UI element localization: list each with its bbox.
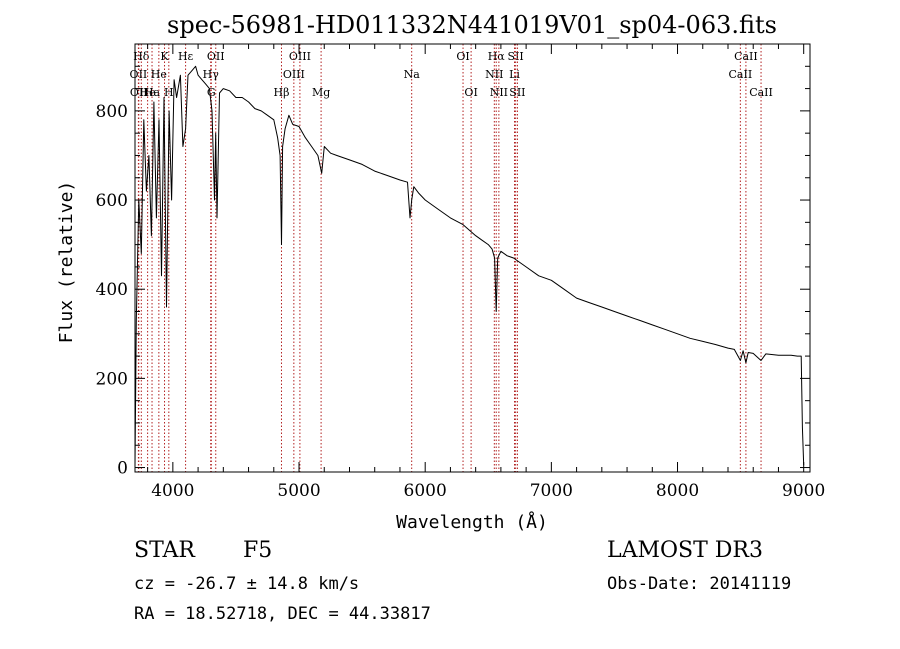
x-tick-label-1: 5000 bbox=[277, 481, 320, 501]
spectral-subclass: F5 bbox=[243, 538, 273, 563]
line-label-15: Mg bbox=[312, 86, 330, 99]
line-label-20: NII bbox=[485, 68, 503, 81]
line-label-6: He bbox=[151, 68, 167, 81]
line-label-9: OII bbox=[207, 50, 225, 63]
y-tick-label-1: 200 bbox=[96, 369, 128, 389]
y-axis-label: Flux (relative) bbox=[56, 181, 77, 344]
coordinates: RA = 18.52718, DEC = 44.33817 bbox=[134, 604, 431, 624]
redshift-cz: cz = -26.7 ± 14.8 km/s bbox=[134, 574, 360, 594]
spectrum-series bbox=[134, 65, 805, 466]
line-label-0: Hδ bbox=[133, 50, 150, 63]
x-tick-label-5: 9000 bbox=[782, 481, 825, 501]
line-label-27: CaII bbox=[749, 86, 773, 99]
line-label-1: OII bbox=[130, 68, 148, 81]
line-label-22: SII bbox=[508, 50, 524, 63]
line-label-3: He bbox=[140, 86, 156, 99]
line-label-13: OIII bbox=[289, 50, 311, 63]
line-label-5: K bbox=[160, 50, 169, 63]
line-label-16: Na bbox=[404, 68, 421, 81]
y-tick-label-0: 0 bbox=[117, 459, 128, 479]
y-tick-label-3: 600 bbox=[96, 191, 128, 211]
line-label-24: SII bbox=[509, 86, 525, 99]
x-tick-label-0: 4000 bbox=[151, 481, 194, 501]
survey-name: LAMOST DR3 bbox=[607, 538, 763, 563]
line-label-8: Hε bbox=[178, 50, 194, 63]
line-label-2: OII bbox=[130, 86, 148, 99]
y-tick-label-4: 800 bbox=[96, 102, 128, 122]
line-label-7: H bbox=[164, 86, 174, 99]
line-label-19: Hα bbox=[488, 50, 506, 63]
observation-date: Obs-Date: 20141119 bbox=[607, 574, 792, 594]
line-label-12: Hβ bbox=[274, 86, 290, 99]
axes: 4000 5000 6000 7000 8000 9000 0 200 400 600 800 bbox=[96, 43, 825, 501]
x-tick-label-4: 8000 bbox=[656, 481, 699, 501]
chart-title: spec-56981-HD011332N441019V01_sp04-063.f… bbox=[167, 11, 777, 39]
line-label-23: Li bbox=[509, 68, 520, 81]
x-axis-label: Wavelength (Å) bbox=[396, 511, 548, 533]
line-label-14: OIII bbox=[283, 68, 305, 81]
line-label-11: G bbox=[207, 86, 216, 99]
y-tick-label-2: 400 bbox=[96, 280, 128, 300]
object-type: STAR bbox=[134, 538, 195, 563]
line-label-10: Hγ bbox=[203, 68, 220, 81]
x-tick-label-2: 6000 bbox=[404, 481, 447, 501]
line-label-25: CaII bbox=[734, 50, 758, 63]
series-line-0 bbox=[134, 65, 805, 466]
plot-frame bbox=[134, 43, 811, 473]
line-label-17: OI bbox=[456, 50, 469, 63]
line-label-18: OI bbox=[464, 86, 477, 99]
line-label-21: NII bbox=[490, 86, 508, 99]
line-label-4: Ha bbox=[144, 86, 161, 99]
line-label-26: CaII bbox=[729, 68, 753, 81]
x-tick-label-3: 7000 bbox=[530, 481, 573, 501]
